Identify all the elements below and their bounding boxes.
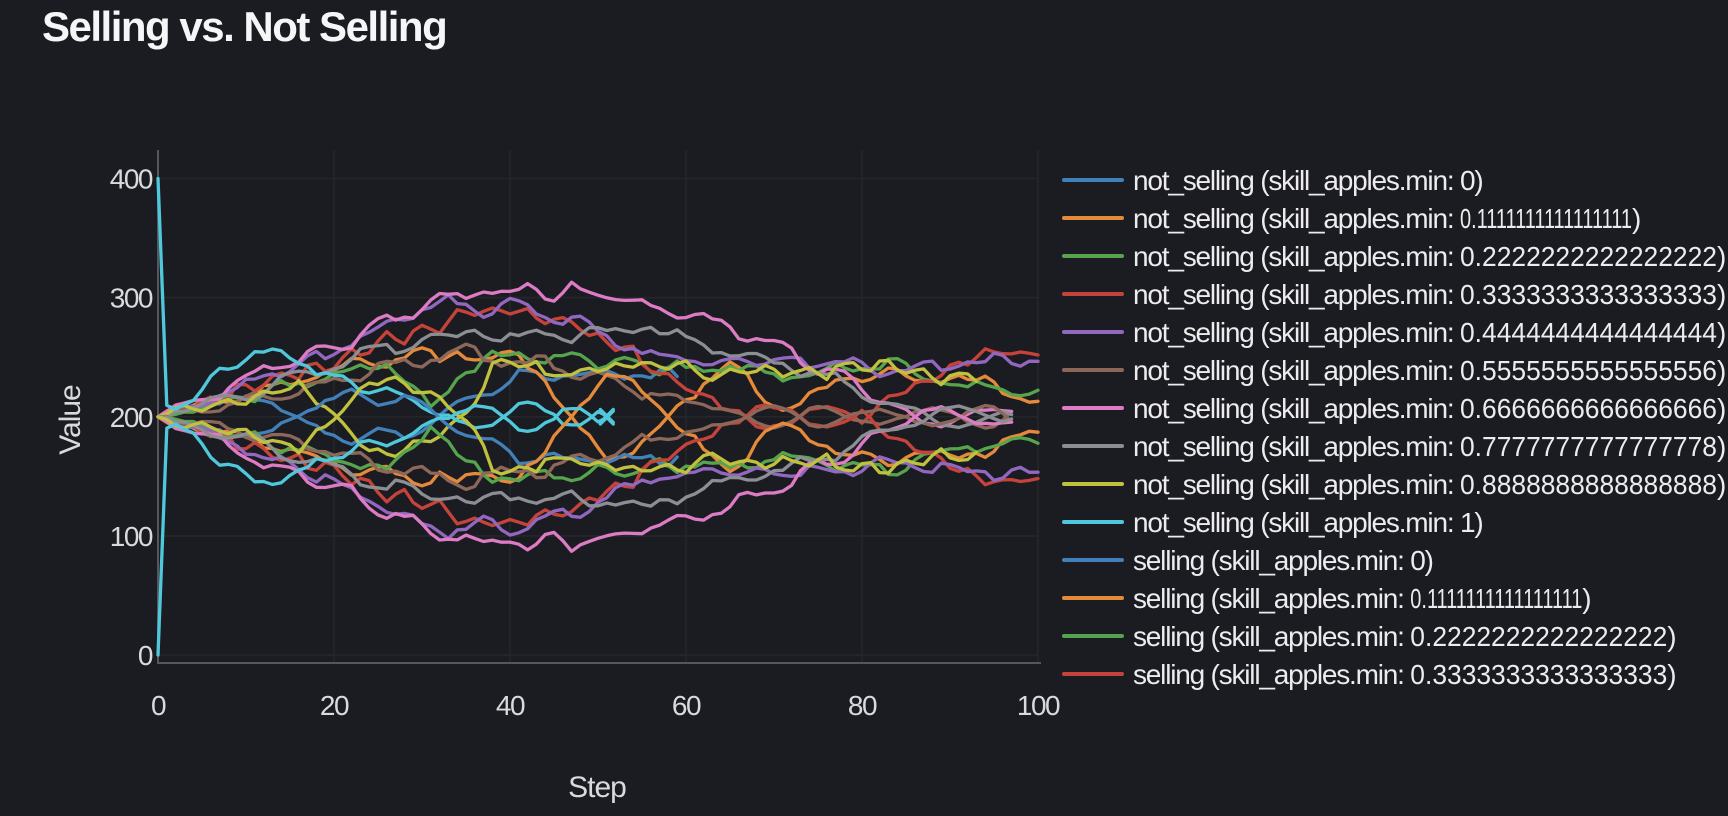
- svg-text:Value: Value: [54, 385, 87, 455]
- svg-text:not_selling (skill_apples.min:: not_selling (skill_apples.min: 0.4444444…: [1133, 317, 1725, 348]
- svg-text:40: 40: [496, 690, 525, 721]
- svg-text:300: 300: [110, 283, 153, 314]
- svg-text:selling (skill_apples.min: 0.1: selling (skill_apples.min: 0.11111111111…: [1133, 583, 1590, 614]
- svg-text:0: 0: [151, 690, 166, 721]
- svg-text:200: 200: [110, 402, 153, 433]
- svg-text:not_selling (skill_apples.min:: not_selling (skill_apples.min: 0.3333333…: [1133, 279, 1725, 310]
- svg-text:selling (skill_apples.min: 0.2: selling (skill_apples.min: 0.22222222222…: [1133, 621, 1675, 652]
- svg-text:not_selling (skill_apples.min:: not_selling (skill_apples.min: 0.6666666…: [1133, 393, 1725, 424]
- svg-text:60: 60: [672, 690, 701, 721]
- svg-text:not_selling (skill_apples.min:: not_selling (skill_apples.min: 0.1111111…: [1133, 203, 1640, 234]
- svg-text:20: 20: [320, 690, 349, 721]
- svg-text:100: 100: [1017, 690, 1060, 721]
- svg-text:not_selling (skill_apples.min:: not_selling (skill_apples.min: 0.5555555…: [1133, 355, 1725, 386]
- svg-text:400: 400: [110, 164, 153, 195]
- svg-text:not_selling (skill_apples.min:: not_selling (skill_apples.min: 1): [1133, 507, 1482, 538]
- svg-text:not_selling (skill_apples.min:: not_selling (skill_apples.min: 0.7777777…: [1133, 431, 1725, 462]
- svg-text:80: 80: [848, 690, 877, 721]
- svg-text:Step: Step: [568, 771, 626, 804]
- svg-text:0: 0: [138, 640, 153, 671]
- svg-text:selling (skill_apples.min: 0.3: selling (skill_apples.min: 0.33333333333…: [1133, 659, 1675, 690]
- svg-text:100: 100: [110, 521, 153, 552]
- svg-text:not_selling (skill_apples.min:: not_selling (skill_apples.min: 0.8888888…: [1133, 469, 1725, 500]
- svg-text:selling (skill_apples.min: 0): selling (skill_apples.min: 0): [1133, 545, 1433, 576]
- svg-text:not_selling (skill_apples.min:: not_selling (skill_apples.min: 0): [1133, 165, 1482, 196]
- svg-text:not_selling (skill_apples.min:: not_selling (skill_apples.min: 0.2222222…: [1133, 241, 1725, 272]
